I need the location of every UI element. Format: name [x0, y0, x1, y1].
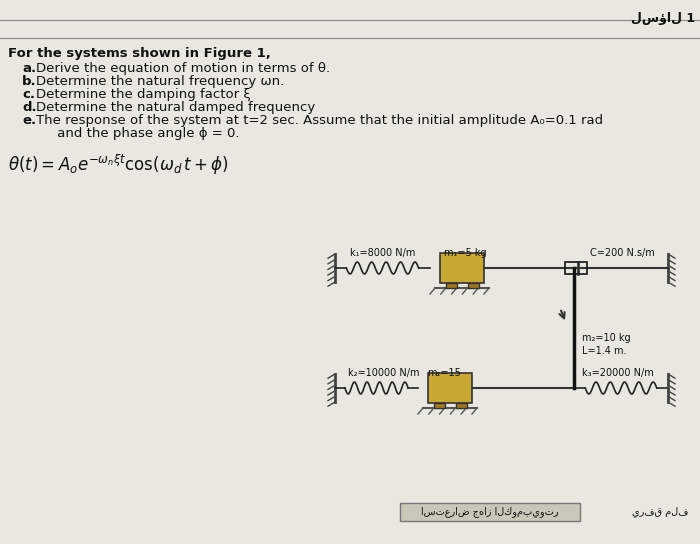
Text: c.: c.: [22, 88, 35, 101]
Text: m₂=15: m₂=15: [427, 368, 461, 378]
Text: C=200 N.s/m: C=200 N.s/m: [590, 248, 655, 258]
Text: استعراض جهاز الكومبيوتر: استعراض جهاز الكومبيوتر: [421, 506, 559, 517]
Text: k₁=8000 N/m: k₁=8000 N/m: [350, 248, 415, 258]
Text: For the systems shown in Figure 1,: For the systems shown in Figure 1,: [8, 47, 271, 60]
Bar: [456, 403, 466, 408]
Text: e.: e.: [22, 114, 36, 127]
Bar: [440, 253, 484, 283]
Text: Determine the natural frequency ωn.: Determine the natural frequency ωn.: [36, 75, 284, 88]
Text: لسؤال 1: لسؤال 1: [631, 12, 695, 25]
Text: and the phase angle ϕ = 0.: and the phase angle ϕ = 0.: [36, 127, 239, 140]
Text: k₃=20000 N/m: k₃=20000 N/m: [582, 368, 654, 378]
Text: Determine the damping factor ξ: Determine the damping factor ξ: [36, 88, 251, 101]
Text: The response of the system at t=2 sec. Assume that the initial amplitude A₀=0.1 : The response of the system at t=2 sec. A…: [36, 114, 603, 127]
Text: m₂=10 kg: m₂=10 kg: [582, 333, 631, 343]
Text: Determine the natural damped frequency: Determine the natural damped frequency: [36, 101, 315, 114]
Text: k₂=10000 N/m: k₂=10000 N/m: [348, 368, 419, 378]
Bar: [428, 373, 472, 403]
Text: L=1.4 m.: L=1.4 m.: [582, 346, 626, 356]
Text: $\theta(t) = A_o e^{-\omega_n \xi t} \cos(\omega_d\, t + \phi)$: $\theta(t) = A_o e^{-\omega_n \xi t} \co…: [8, 152, 229, 177]
Text: a.: a.: [22, 62, 36, 75]
Bar: [445, 283, 456, 288]
Text: Derive the equation of motion in terms of θ.: Derive the equation of motion in terms o…: [36, 62, 330, 75]
Text: d.: d.: [22, 101, 36, 114]
Bar: [468, 283, 479, 288]
Text: يرفق ملف: يرفق ملف: [632, 506, 688, 517]
Bar: [400, 503, 580, 521]
Text: b.: b.: [22, 75, 36, 88]
Bar: [565, 262, 587, 274]
Bar: [433, 403, 444, 408]
Text: m₁=5 kg: m₁=5 kg: [444, 248, 486, 258]
